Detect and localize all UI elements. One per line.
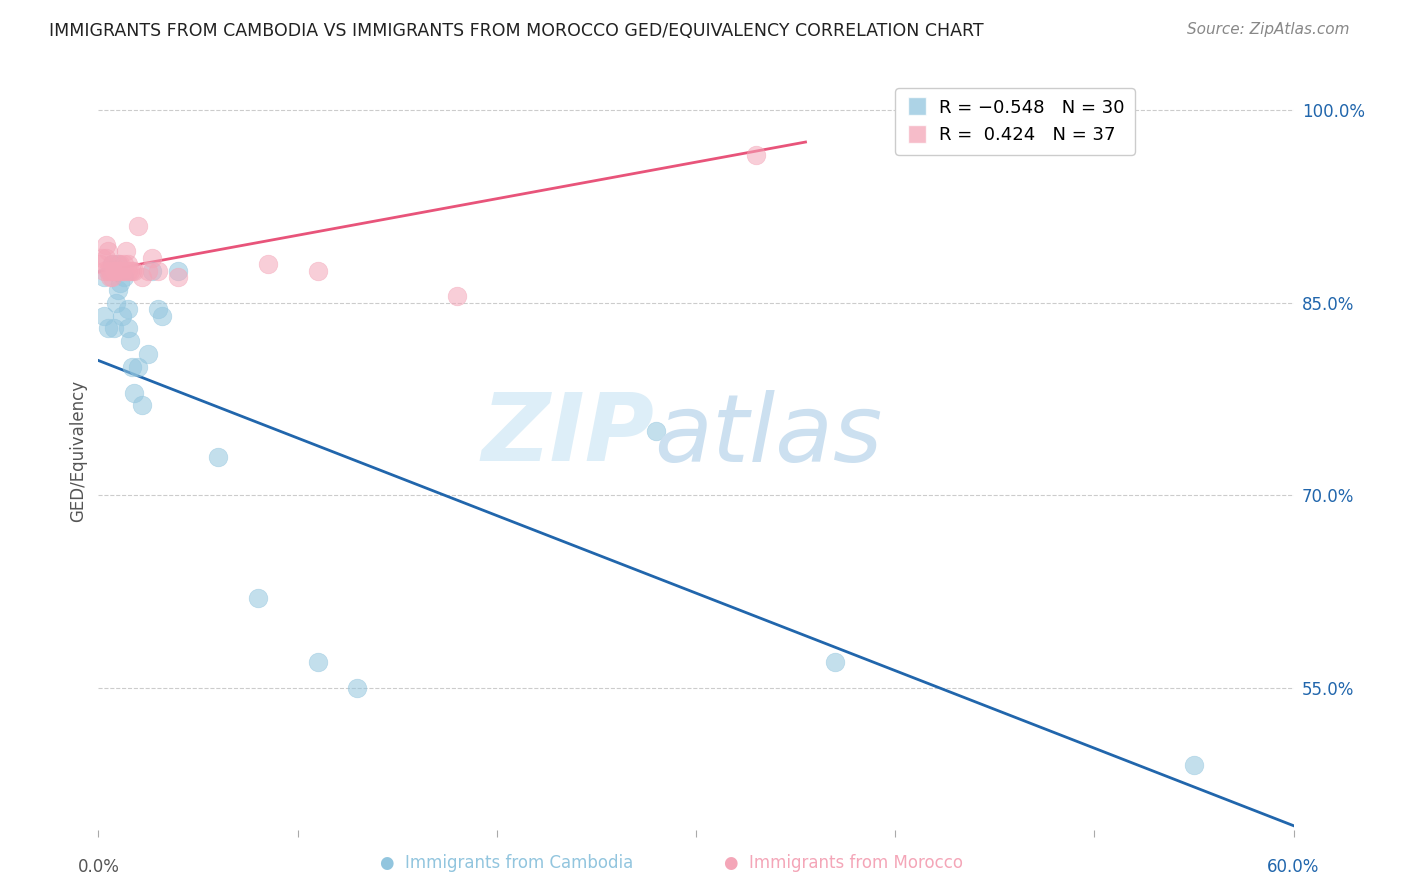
Point [124, 385, 146, 400]
Point [103, 263, 125, 277]
Point [131, 399, 153, 413]
Point [101, 270, 124, 285]
Point [107, 263, 129, 277]
Point [112, 257, 135, 271]
Point [121, 263, 143, 277]
Point [103, 263, 125, 277]
Text: ZIP: ZIP [481, 389, 654, 482]
Point [117, 257, 139, 271]
Legend: R = −0.548   N = 30, R =  0.424   N = 37: R = −0.548 N = 30, R = 0.424 N = 37 [896, 88, 1135, 154]
Point [117, 302, 139, 317]
Point [96, 251, 118, 265]
Text: ●  Immigrants from Morocco: ● Immigrants from Morocco [724, 855, 963, 872]
Point [89, 257, 111, 271]
Point [97, 321, 120, 335]
Point [91, 251, 114, 265]
Point [97, 244, 120, 259]
Point [127, 219, 149, 233]
Point [141, 251, 163, 265]
Point [98, 270, 122, 285]
Point [1182, 758, 1205, 772]
Point [127, 359, 149, 374]
Text: ●  Immigrants from Cambodia: ● Immigrants from Cambodia [380, 855, 633, 872]
Point [120, 263, 142, 277]
Point [107, 257, 129, 271]
Point [136, 347, 159, 361]
Point [107, 257, 129, 271]
Point [246, 591, 269, 606]
Point [141, 263, 163, 277]
Point [93, 309, 115, 323]
Text: Source: ZipAtlas.com: Source: ZipAtlas.com [1187, 22, 1350, 37]
Point [124, 263, 146, 277]
Point [111, 309, 134, 323]
Point [101, 257, 124, 271]
Point [105, 263, 128, 277]
Point [115, 244, 138, 259]
Point [117, 263, 139, 277]
Point [131, 270, 153, 285]
Y-axis label: GED/Equivalency: GED/Equivalency [69, 379, 87, 522]
Point [110, 257, 132, 271]
Point [112, 263, 135, 277]
Point [96, 237, 118, 252]
Point [93, 263, 115, 277]
Point [148, 302, 170, 317]
Point [207, 450, 229, 464]
Point [110, 277, 132, 291]
Point [745, 148, 768, 162]
Point [112, 270, 135, 285]
Point [117, 321, 139, 335]
Point [824, 656, 846, 670]
Point [93, 270, 115, 285]
Point [446, 289, 468, 303]
Point [167, 263, 190, 277]
Point [148, 263, 170, 277]
Point [167, 270, 190, 285]
Point [111, 263, 134, 277]
Point [101, 257, 124, 271]
Point [105, 295, 128, 310]
Text: 0.0%: 0.0% [77, 858, 120, 876]
Point [136, 263, 159, 277]
Point [346, 681, 368, 696]
Point [150, 309, 173, 323]
Point [110, 263, 132, 277]
Point [307, 656, 329, 670]
Point [645, 424, 668, 438]
Point [97, 263, 120, 277]
Text: 60.0%: 60.0% [1267, 858, 1320, 876]
Text: atlas: atlas [654, 390, 883, 481]
Point [103, 321, 125, 335]
Point [256, 257, 278, 271]
Text: IMMIGRANTS FROM CAMBODIA VS IMMIGRANTS FROM MOROCCO GED/EQUIVALENCY CORRELATION : IMMIGRANTS FROM CAMBODIA VS IMMIGRANTS F… [49, 22, 984, 40]
Point [107, 283, 129, 297]
Point [98, 263, 122, 277]
Point [120, 334, 142, 349]
Point [121, 359, 143, 374]
Point [307, 263, 329, 277]
